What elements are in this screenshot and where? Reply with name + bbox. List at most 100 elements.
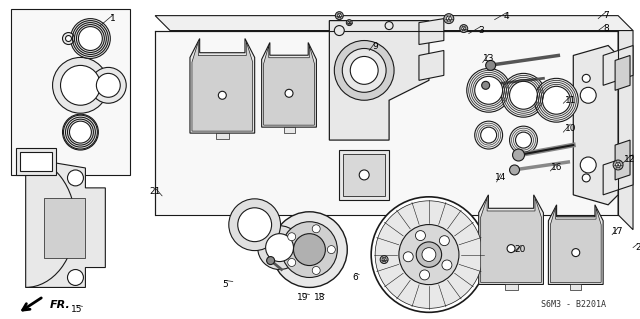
Polygon shape xyxy=(603,155,633,195)
Polygon shape xyxy=(155,16,633,31)
Circle shape xyxy=(327,246,335,254)
Polygon shape xyxy=(615,140,630,180)
Circle shape xyxy=(90,67,126,103)
Polygon shape xyxy=(419,50,444,80)
Circle shape xyxy=(502,73,545,117)
Polygon shape xyxy=(44,198,85,257)
Circle shape xyxy=(237,208,271,241)
Polygon shape xyxy=(264,46,314,125)
Circle shape xyxy=(285,89,293,97)
Polygon shape xyxy=(11,9,130,175)
Circle shape xyxy=(97,73,120,97)
Circle shape xyxy=(288,258,296,266)
Circle shape xyxy=(582,174,590,182)
Circle shape xyxy=(371,197,486,312)
Polygon shape xyxy=(618,31,633,230)
Polygon shape xyxy=(16,148,56,175)
Text: 21: 21 xyxy=(149,187,161,197)
Polygon shape xyxy=(603,46,633,85)
Text: 17: 17 xyxy=(612,227,624,236)
Circle shape xyxy=(613,160,623,170)
Text: 8: 8 xyxy=(604,24,609,33)
Circle shape xyxy=(312,225,320,233)
Polygon shape xyxy=(262,42,316,127)
Text: 10: 10 xyxy=(564,124,576,133)
Polygon shape xyxy=(20,152,52,171)
Circle shape xyxy=(266,234,294,262)
Text: 12: 12 xyxy=(625,155,636,165)
Circle shape xyxy=(462,26,466,31)
Circle shape xyxy=(385,22,393,30)
Circle shape xyxy=(337,14,341,18)
Text: 16: 16 xyxy=(550,163,562,173)
Circle shape xyxy=(334,41,394,100)
Polygon shape xyxy=(615,56,630,90)
Circle shape xyxy=(335,12,343,19)
Circle shape xyxy=(63,33,74,45)
Circle shape xyxy=(467,68,511,112)
Circle shape xyxy=(359,170,369,180)
Circle shape xyxy=(70,121,92,143)
Text: 1: 1 xyxy=(111,14,116,23)
Polygon shape xyxy=(550,208,601,282)
Circle shape xyxy=(288,233,296,241)
Polygon shape xyxy=(190,39,255,133)
Text: 3: 3 xyxy=(478,26,484,35)
Circle shape xyxy=(334,26,344,35)
Text: 6: 6 xyxy=(353,273,358,282)
Text: 11: 11 xyxy=(564,96,576,105)
Text: 13: 13 xyxy=(483,54,495,63)
Circle shape xyxy=(509,81,538,109)
Circle shape xyxy=(258,226,301,270)
Circle shape xyxy=(446,16,451,21)
Circle shape xyxy=(580,157,596,173)
Circle shape xyxy=(420,270,429,280)
Circle shape xyxy=(399,225,459,285)
Circle shape xyxy=(346,19,352,26)
Circle shape xyxy=(486,60,495,70)
Circle shape xyxy=(415,231,426,241)
Text: 2: 2 xyxy=(635,243,640,252)
Circle shape xyxy=(509,165,520,175)
Text: 18: 18 xyxy=(314,293,325,302)
Circle shape xyxy=(460,25,468,33)
Text: 15: 15 xyxy=(70,305,82,314)
Circle shape xyxy=(271,212,348,287)
Circle shape xyxy=(616,162,621,167)
Polygon shape xyxy=(479,195,543,285)
Circle shape xyxy=(444,14,454,24)
Text: FR.: FR. xyxy=(49,300,70,310)
Polygon shape xyxy=(419,19,444,45)
Circle shape xyxy=(67,270,83,286)
Circle shape xyxy=(218,91,227,99)
Circle shape xyxy=(534,78,579,122)
Circle shape xyxy=(516,132,531,148)
Polygon shape xyxy=(216,133,228,139)
Circle shape xyxy=(350,56,378,84)
Circle shape xyxy=(375,201,483,308)
Circle shape xyxy=(422,248,436,262)
Circle shape xyxy=(475,76,502,104)
Circle shape xyxy=(543,86,570,114)
Circle shape xyxy=(380,256,388,263)
Circle shape xyxy=(442,260,452,270)
Polygon shape xyxy=(26,158,106,287)
Text: S6M3 - B2201A: S6M3 - B2201A xyxy=(541,300,606,309)
Circle shape xyxy=(582,74,590,82)
Circle shape xyxy=(79,26,102,50)
Circle shape xyxy=(61,65,100,105)
Polygon shape xyxy=(573,46,618,205)
Circle shape xyxy=(440,236,449,246)
Polygon shape xyxy=(284,127,294,133)
Text: 7: 7 xyxy=(604,11,609,20)
Circle shape xyxy=(294,234,325,265)
Circle shape xyxy=(507,245,515,253)
Text: 20: 20 xyxy=(515,245,526,254)
Text: 9: 9 xyxy=(372,42,378,51)
Circle shape xyxy=(580,87,596,103)
Circle shape xyxy=(342,48,386,92)
Circle shape xyxy=(67,170,83,186)
Polygon shape xyxy=(481,198,541,282)
Circle shape xyxy=(282,222,337,278)
Circle shape xyxy=(475,121,502,149)
